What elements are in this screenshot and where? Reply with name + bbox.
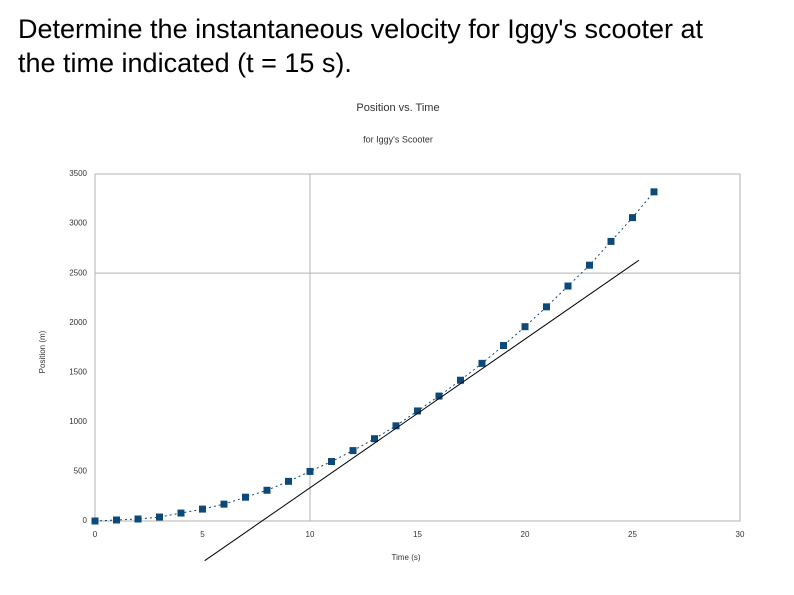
- trend-line: [94, 191, 655, 522]
- data-point: [586, 261, 593, 269]
- data-point: [478, 359, 486, 367]
- x-tick-label: 25: [628, 530, 637, 539]
- data-point: [91, 517, 99, 525]
- y-tick-label: 2500: [69, 268, 87, 277]
- x-tick-label: 20: [521, 530, 530, 539]
- y-tick-label: 1000: [69, 417, 87, 426]
- y-tick-label: 500: [74, 467, 88, 476]
- x-tick-label: 15: [413, 530, 422, 539]
- data-point: [199, 505, 206, 513]
- x-tick-label: 0: [93, 530, 98, 539]
- chart-title: Position vs. Time: [356, 102, 439, 114]
- data-point: [457, 376, 464, 384]
- data-point: [242, 493, 249, 501]
- data-point: [349, 447, 357, 455]
- data-point: [134, 515, 142, 523]
- heading: Determine the instantaneous velocity for…: [18, 14, 704, 78]
- data-point: [607, 237, 615, 245]
- x-tick-label: 10: [306, 530, 315, 539]
- x-axis-label: Time (s): [391, 553, 420, 562]
- data-point: [177, 509, 185, 517]
- data-point: [629, 214, 636, 222]
- data-point: [263, 486, 271, 494]
- data-point: [500, 342, 507, 350]
- plot-area: [94, 173, 741, 522]
- y-axis-label: Position (m): [38, 330, 47, 373]
- y-tick-label: 1500: [69, 367, 87, 376]
- data-point: [564, 282, 572, 290]
- data-point: [392, 422, 400, 430]
- chart-subtitle: for Iggy's Scooter: [363, 134, 433, 144]
- data-point: [306, 467, 314, 475]
- data-point: [156, 513, 163, 521]
- data-point: [371, 435, 378, 443]
- tangent-line: [204, 259, 640, 562]
- x-tick-label: 5: [200, 530, 205, 539]
- data-point: [521, 323, 529, 331]
- data-point: [414, 407, 421, 415]
- x-tick-label: 30: [736, 530, 745, 539]
- y-tick-label: 3500: [69, 169, 87, 178]
- data-point: [435, 392, 443, 400]
- data-point: [650, 188, 658, 196]
- data-point: [285, 477, 292, 485]
- data-point: [113, 516, 120, 524]
- data-point: [220, 500, 228, 508]
- y-tick-label: 3000: [69, 219, 87, 228]
- y-tick-label: 0: [83, 516, 88, 525]
- y-tick-label: 2000: [69, 318, 87, 327]
- data-point: [328, 458, 335, 466]
- data-point: [543, 303, 550, 311]
